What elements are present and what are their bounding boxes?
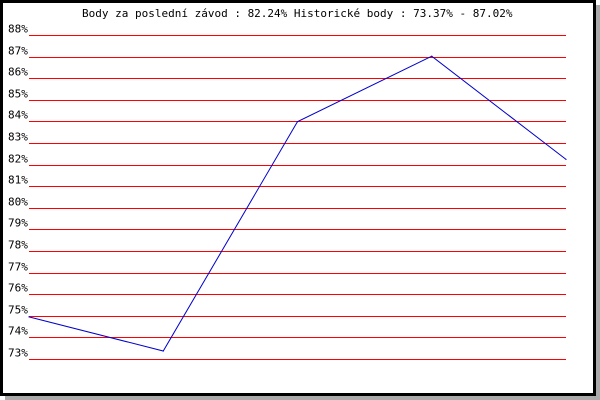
y-tick-label: 80% xyxy=(8,196,28,209)
data-point xyxy=(162,350,164,352)
y-tick-label: 79% xyxy=(8,217,28,230)
chart-title: Body za poslední závod : 82.24% Historic… xyxy=(82,7,513,20)
y-tick-label: 78% xyxy=(8,239,28,252)
data-point xyxy=(565,158,567,161)
series xyxy=(28,55,567,352)
y-tick-label: 76% xyxy=(8,282,28,295)
y-tick-label: 83% xyxy=(8,131,28,144)
y-tick-label: 87% xyxy=(8,45,28,58)
y-tick-label: 77% xyxy=(8,261,28,274)
y-tick-labels: 73% 74% 75% 76% 77% 78% 79% 80% 81% 82% 83% 84% 85% 8… xyxy=(8,23,28,360)
y-tick-label: 84% xyxy=(8,109,28,122)
data-point xyxy=(296,121,299,123)
y-tick-label: 86% xyxy=(8,66,28,79)
y-tick-label: 88% xyxy=(8,23,28,36)
data-point xyxy=(28,316,30,318)
y-tick-label: 81% xyxy=(8,174,28,187)
y-tick-label: 82% xyxy=(8,153,28,166)
y-tick-label: 85% xyxy=(8,88,28,101)
grid-lines xyxy=(29,35,566,360)
y-tick-label: 75% xyxy=(8,304,28,317)
data-point xyxy=(431,55,433,57)
y-tick-label: 74% xyxy=(8,325,28,338)
y-tick-label: 73% xyxy=(8,347,28,360)
